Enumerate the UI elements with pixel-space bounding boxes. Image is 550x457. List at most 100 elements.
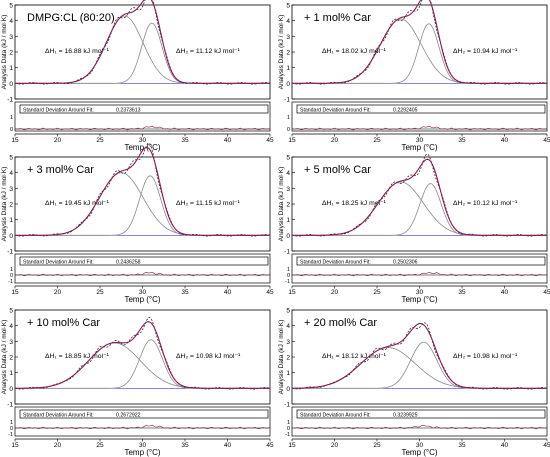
x-tick-label: 15	[11, 137, 19, 144]
y-tick-label: 3	[9, 339, 13, 346]
std-dev-label: Standard Deviation Around Fit:	[300, 259, 371, 265]
y-tick-label: 0	[9, 81, 13, 88]
data-series	[291, 153, 548, 237]
x-axis-label: Temp (°C)	[124, 295, 160, 304]
enthalpy-label-1: ΔH₁ = 18.25 kJ mol⁻¹	[322, 200, 387, 207]
std-dev-box	[19, 409, 269, 419]
x-tick-label: 20	[54, 442, 62, 449]
x-axis-label: Temp (°C)	[124, 143, 160, 152]
x-tick-label: 40	[224, 442, 232, 449]
x-tick-label: 45	[543, 289, 550, 296]
residual-tick-label: -1	[285, 432, 290, 438]
std-dev-box	[19, 256, 269, 266]
y-tick-label: 1	[9, 65, 13, 72]
enthalpy-label-1: ΔH₁ = 16.88 kJ mol⁻¹	[45, 48, 110, 55]
y-tick-label: 1	[9, 370, 13, 377]
data-series	[14, 0, 271, 85]
x-tick-label: 40	[501, 289, 509, 296]
x-tick-label: 25	[96, 137, 104, 144]
x-tick-label: 35	[458, 137, 466, 144]
y-axis-label: Analysis Data (kJ / mol·K)	[278, 15, 285, 90]
enthalpy-label-2: ΔH₂ = 10.94 kJ mol⁻¹	[453, 48, 518, 55]
y-tick-label: 4	[286, 323, 290, 330]
residual-tick-label: -1	[285, 279, 290, 285]
y-tick-label: 0	[286, 81, 290, 88]
residual-tick-label: 0	[10, 127, 13, 133]
enthalpy-label-2: ΔH₂ = 11.12 kJ mol⁻¹	[176, 48, 240, 55]
residual-tick-label: 1	[287, 267, 290, 273]
y-tick-label: 0	[9, 233, 13, 240]
y-tick-label: 2	[9, 50, 13, 57]
y-tick-label: 4	[9, 18, 13, 25]
y-tick-label: -1	[7, 97, 13, 104]
y-tick-label: 1	[286, 370, 290, 377]
residual-series	[14, 272, 271, 277]
x-tick-label: 45	[266, 442, 274, 449]
x-axis-label: Temp (°C)	[401, 143, 437, 152]
x-tick-label: 45	[543, 442, 550, 449]
panel-label: + 3 mol% Car	[27, 164, 94, 176]
x-tick-label: 20	[54, 137, 62, 144]
residual-tick-label: -1	[8, 432, 13, 438]
x-tick-label: 35	[181, 137, 189, 144]
residual-series	[14, 425, 271, 430]
y-tick-label: -1	[284, 97, 290, 104]
y-tick-label: 2	[9, 202, 13, 209]
x-tick-label: 30	[416, 137, 424, 144]
y-axis-label: Analysis Data (kJ / mol·K)	[278, 320, 285, 395]
std-dev-label: Standard Deviation Around Fit:	[300, 107, 371, 113]
x-tick-label: 35	[181, 289, 189, 296]
residual-series	[291, 272, 548, 277]
y-tick-label: -1	[284, 402, 290, 409]
y-tick-label: 1	[9, 217, 13, 224]
residual-tick-label: 1	[10, 420, 13, 426]
x-tick-label: 20	[54, 289, 62, 296]
x-tick-label: 25	[96, 289, 104, 296]
x-tick-label: 40	[501, 137, 509, 144]
y-tick-label: 3	[286, 186, 290, 193]
residual-tick-label: -1	[8, 279, 13, 285]
x-tick-label: 45	[543, 137, 550, 144]
y-tick-label: 5	[286, 155, 290, 162]
y-tick-label: -1	[284, 249, 290, 256]
std-dev-value: 0.2502306	[393, 259, 418, 265]
std-dev-box	[296, 256, 546, 266]
y-axis-label: Analysis Data (kJ / mol·K)	[278, 167, 285, 242]
std-dev-label: Standard Deviation Around Fit:	[23, 412, 94, 418]
x-axis-label: Temp (°C)	[124, 448, 160, 457]
y-tick-label: 5	[9, 155, 13, 162]
enthalpy-label-2: ΔH₂ = 10.12 kJ mol⁻¹	[453, 200, 518, 207]
residual-tick-label: 1	[287, 115, 290, 121]
y-tick-label: 4	[286, 18, 290, 25]
fit-series	[291, 322, 547, 389]
panel-label: + 10 mol% Car	[27, 317, 100, 329]
x-tick-label: 35	[458, 442, 466, 449]
enthalpy-label-1: ΔH₁ = 18.02 kJ mol⁻¹	[322, 48, 387, 55]
enthalpy-label-1: ΔH₁ = 18.12 kJ mol⁻¹	[322, 353, 387, 360]
y-axis-label: Analysis Data (kJ / mol·K)	[1, 167, 8, 242]
enthalpy-label-2: ΔH₂ = 10.98 kJ mol⁻¹	[453, 353, 518, 360]
y-tick-label: 5	[286, 3, 290, 10]
residual-tick-label: 0	[287, 127, 290, 133]
x-tick-label: 20	[331, 137, 339, 144]
x-axis-label: Temp (°C)	[401, 448, 437, 457]
y-tick-label: 3	[286, 34, 290, 41]
residual-tick-label: 0	[287, 426, 290, 432]
x-tick-label: 45	[266, 137, 274, 144]
x-tick-label: 30	[416, 442, 424, 449]
x-tick-label: 25	[373, 289, 381, 296]
x-tick-label: 20	[331, 442, 339, 449]
y-tick-label: 3	[286, 339, 290, 346]
y-tick-label: -1	[7, 402, 13, 409]
x-tick-label: 35	[181, 442, 189, 449]
y-tick-label: 4	[9, 170, 13, 177]
y-tick-label: 2	[286, 355, 290, 362]
residual-series	[291, 424, 548, 430]
x-tick-label: 15	[288, 289, 296, 296]
x-tick-label: 45	[266, 289, 274, 296]
y-tick-label: 4	[286, 170, 290, 177]
panel-label: + 5 mol% Car	[304, 164, 371, 176]
